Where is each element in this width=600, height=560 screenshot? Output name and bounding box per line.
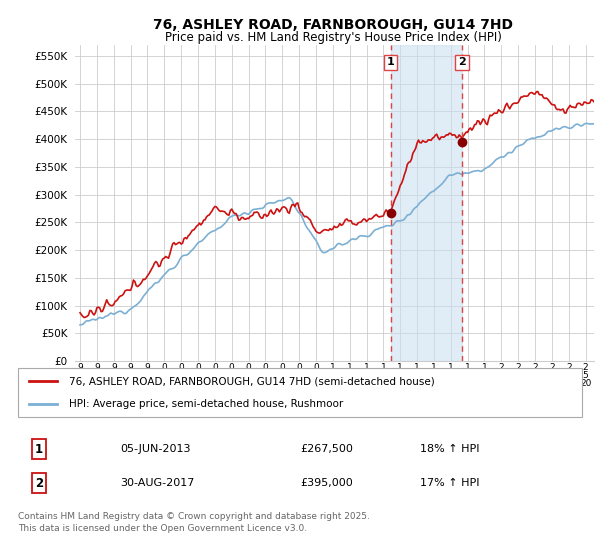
Text: 1: 1 (387, 58, 394, 67)
Text: 2: 2 (35, 477, 43, 490)
Text: 18% ↑ HPI: 18% ↑ HPI (420, 444, 479, 454)
Text: 17% ↑ HPI: 17% ↑ HPI (420, 478, 479, 488)
Text: £395,000: £395,000 (300, 478, 353, 488)
Text: 76, ASHLEY ROAD, FARNBOROUGH, GU14 7HD: 76, ASHLEY ROAD, FARNBOROUGH, GU14 7HD (153, 18, 513, 32)
Text: Contains HM Land Registry data © Crown copyright and database right 2025.
This d: Contains HM Land Registry data © Crown c… (18, 512, 370, 533)
Text: Price paid vs. HM Land Registry's House Price Index (HPI): Price paid vs. HM Land Registry's House … (164, 31, 502, 44)
Text: HPI: Average price, semi-detached house, Rushmoor: HPI: Average price, semi-detached house,… (69, 399, 343, 409)
Text: 1: 1 (35, 442, 43, 456)
Text: 76, ASHLEY ROAD, FARNBOROUGH, GU14 7HD (semi-detached house): 76, ASHLEY ROAD, FARNBOROUGH, GU14 7HD (… (69, 376, 434, 386)
Text: 05-JUN-2013: 05-JUN-2013 (120, 444, 191, 454)
Text: 2: 2 (458, 58, 466, 67)
Bar (391, 45, 462, 361)
Text: £267,500: £267,500 (300, 444, 353, 454)
Text: 30-AUG-2017: 30-AUG-2017 (120, 478, 194, 488)
